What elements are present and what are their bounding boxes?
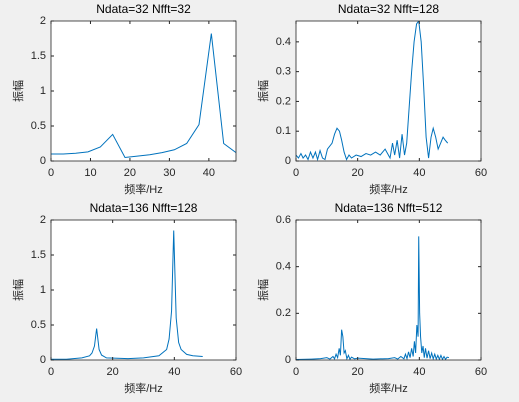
x-tick-label: 0	[48, 366, 54, 378]
y-tick-label: 0	[285, 354, 291, 366]
y-tick-label: 0.2	[276, 95, 291, 107]
chart-title: Ndata=136 Nfft=512	[335, 201, 443, 215]
y-tick-label: 2	[40, 214, 46, 226]
chart-title: Ndata=32 Nfft=32	[96, 2, 191, 16]
x-axis-label: 频率/Hz	[369, 182, 408, 196]
plot-area	[51, 21, 236, 161]
data-line	[51, 230, 203, 360]
y-tick-label: 2	[40, 15, 46, 27]
y-axis-label: 振幅	[256, 80, 270, 102]
x-tick-label: 10	[84, 167, 96, 179]
y-tick-label: 0	[40, 354, 46, 366]
plot-group	[51, 230, 203, 360]
y-tick-label: 0.4	[276, 261, 291, 273]
y-axis-label: 振幅	[11, 80, 25, 102]
x-tick-label: 40	[203, 167, 215, 179]
data-line	[296, 21, 449, 161]
x-tick-label: 30	[163, 167, 175, 179]
x-tick-label: 20	[352, 366, 364, 378]
plot-area	[296, 220, 481, 360]
y-tick-label: 0.5	[31, 120, 46, 132]
x-tick-label: 20	[352, 167, 364, 179]
y-tick-label: 0.3	[276, 66, 291, 78]
plot-group	[296, 21, 449, 161]
chart-title: Ndata=136 Nfft=128	[90, 201, 198, 215]
x-tick-label: 60	[475, 366, 487, 378]
x-tick-label: 0	[293, 167, 299, 179]
x-tick-label: 20	[107, 366, 119, 378]
plot-area	[296, 21, 481, 161]
y-tick-label: 0	[285, 155, 291, 167]
y-tick-label: 0	[40, 155, 46, 167]
axes-box	[295, 219, 482, 361]
x-tick-label: 0	[293, 366, 299, 378]
y-axis-label: 振幅	[256, 279, 270, 301]
x-axis-label: 频率/Hz	[124, 381, 163, 395]
x-tick-label: 0	[48, 167, 54, 179]
plot-area	[51, 220, 236, 360]
x-axis-label: 频率/Hz	[369, 381, 408, 395]
x-tick-label: 40	[413, 167, 425, 179]
plot-group	[51, 33, 236, 159]
axes-box	[295, 20, 482, 162]
x-axis-label: 频率/Hz	[124, 182, 163, 196]
x-tick-label: 60	[230, 366, 242, 378]
y-tick-label: 0.1	[276, 125, 291, 137]
y-tick-label: 1.5	[31, 249, 46, 261]
x-tick-label: 40	[413, 366, 425, 378]
y-axis-label: 振幅	[11, 279, 25, 301]
y-tick-label: 0.2	[276, 307, 291, 319]
y-tick-label: 0.6	[276, 214, 291, 226]
y-tick-label: 0.5	[31, 319, 46, 331]
plot-group	[296, 236, 450, 360]
data-line	[51, 33, 236, 159]
data-line	[296, 236, 450, 360]
chart-title: Ndata=32 Nfft=128	[338, 2, 440, 16]
y-tick-label: 1	[40, 284, 46, 296]
y-tick-label: 0.4	[276, 36, 291, 48]
x-tick-label: 60	[475, 167, 487, 179]
x-tick-label: 20	[124, 167, 136, 179]
y-tick-label: 1	[40, 85, 46, 97]
y-tick-label: 1.5	[31, 50, 46, 62]
x-tick-label: 40	[168, 366, 180, 378]
